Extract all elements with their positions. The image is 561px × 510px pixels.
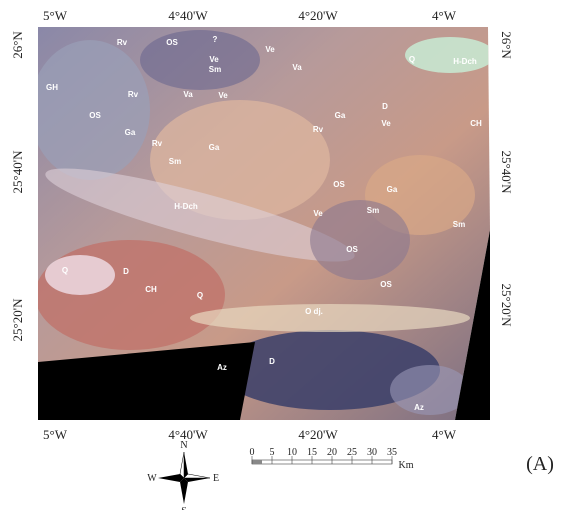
map-label: CH	[145, 285, 157, 294]
scale-label: 35	[387, 447, 397, 458]
map-label: Ve	[209, 55, 219, 64]
map-label: D	[123, 267, 129, 276]
scale-label: 15	[307, 447, 317, 458]
map-label: Ve	[313, 209, 323, 218]
bottom-coordinate: 4°40'W	[168, 427, 208, 442]
map-label: OS	[333, 180, 345, 189]
satellite-image	[30, 27, 495, 420]
scale-label: 20	[327, 447, 337, 458]
top-coordinate: 4°20'W	[298, 8, 338, 23]
map-label: Ve	[381, 119, 391, 128]
map-label: O dj.	[305, 307, 323, 316]
map-label: OS	[166, 38, 178, 47]
map-label: Sm	[453, 220, 465, 229]
map-label: OS	[346, 245, 358, 254]
scale-label: 30	[367, 447, 377, 458]
map-label: H-Dch	[174, 202, 198, 211]
map-label: GH	[46, 83, 58, 92]
map-label: Q	[197, 291, 203, 300]
bottom-coordinate: 4°W	[432, 427, 457, 442]
map-label: D	[269, 357, 275, 366]
left-coordinate: 25°40'N	[10, 150, 25, 194]
compass-e: E	[213, 473, 219, 484]
map-label: Sm	[169, 157, 181, 166]
bottom-coordinate: 5°W	[43, 427, 68, 442]
map-label: Sm	[367, 206, 379, 215]
scale-label: 5	[270, 447, 275, 458]
top-coordinate: 4°40'W	[168, 8, 208, 23]
scale-unit: Km	[399, 460, 414, 471]
map-label: Sm	[209, 65, 221, 74]
map-label: Ga	[335, 111, 346, 120]
map-label: Va	[292, 63, 302, 72]
compass-w: W	[147, 473, 157, 484]
map-label: Rv	[128, 90, 139, 99]
map-label: OS	[380, 280, 392, 289]
top-coordinate: 4°W	[432, 8, 457, 23]
left-coordinate: 26°N	[10, 31, 25, 59]
map-label: Az	[414, 403, 424, 412]
scale-label: 0	[250, 447, 255, 458]
right-coordinate: 26°N	[499, 31, 514, 59]
map-label: Rv	[152, 139, 163, 148]
map-label: Ve	[218, 91, 228, 100]
map-figure: RvOS?VeSmVeVaQH-DchGHRvVaVeOSGaDVeRvCHGa…	[0, 0, 561, 510]
map-label: Rv	[117, 38, 128, 47]
scale-label: 10	[287, 447, 297, 458]
map-label: Ga	[209, 143, 220, 152]
compass-s: S	[181, 506, 187, 510]
map-label: Ga	[387, 185, 398, 194]
scale-label: 25	[347, 447, 357, 458]
top-coordinate: 5°W	[43, 8, 68, 23]
map-label: CH	[470, 119, 482, 128]
compass-rose: N S E W	[147, 440, 219, 510]
map-label: Q	[62, 266, 68, 275]
right-coordinate: 25°20'N	[499, 284, 514, 328]
map-label: Va	[183, 90, 193, 99]
map-label: Az	[217, 363, 227, 372]
map-label: Ve	[265, 45, 275, 54]
map-label: Q	[409, 55, 415, 64]
map-label: OS	[89, 111, 101, 120]
map-label: D	[382, 102, 388, 111]
bottom-coordinate: 4°20'W	[298, 427, 338, 442]
map-label: Rv	[313, 125, 324, 134]
panel-label: (A)	[526, 453, 554, 475]
right-coordinate: 25°40'N	[499, 151, 514, 195]
map-label: ?	[213, 35, 218, 44]
map-label: H-Dch	[453, 57, 477, 66]
map-label: Ga	[125, 128, 136, 137]
left-coordinate: 25°20'N	[10, 298, 25, 342]
